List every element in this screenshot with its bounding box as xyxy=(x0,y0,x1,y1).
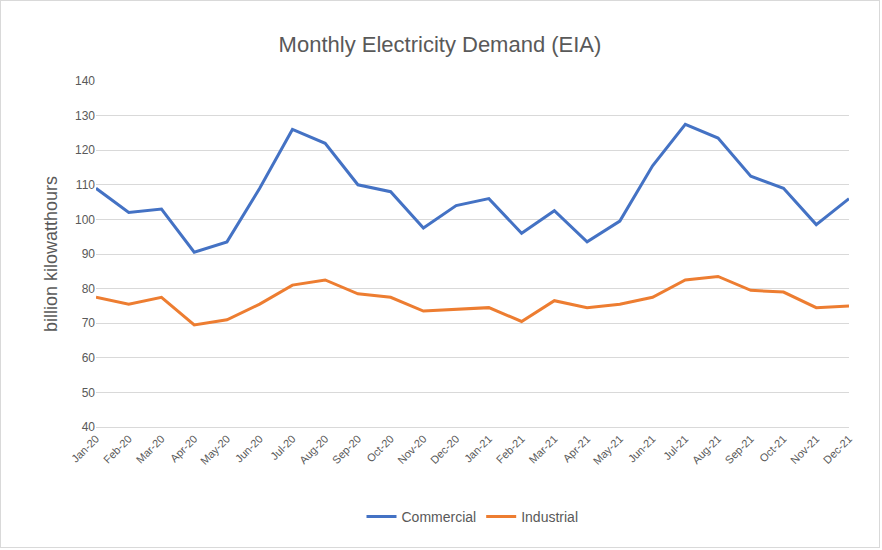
svg-text:Dec-20: Dec-20 xyxy=(428,433,462,467)
svg-text:Feb-21: Feb-21 xyxy=(494,433,527,466)
svg-text:Aug-20: Aug-20 xyxy=(297,433,331,467)
svg-text:Mar-21: Mar-21 xyxy=(527,433,560,466)
svg-text:Sep-20: Sep-20 xyxy=(330,433,364,467)
svg-text:Dec-21: Dec-21 xyxy=(821,433,855,467)
svg-text:Jul-21: Jul-21 xyxy=(661,433,691,463)
svg-text:140: 140 xyxy=(75,74,95,88)
svg-text:130: 130 xyxy=(75,109,95,123)
svg-text:90: 90 xyxy=(82,247,96,261)
svg-text:Monthly Electricity Demand (EI: Monthly Electricity Demand (EIA) xyxy=(279,32,602,57)
svg-text:Aug-21: Aug-21 xyxy=(690,433,724,467)
svg-text:Commercial: Commercial xyxy=(402,509,477,525)
svg-text:Jan-20: Jan-20 xyxy=(69,433,101,465)
svg-text:Nov-21: Nov-21 xyxy=(788,433,822,467)
svg-text:Mar-20: Mar-20 xyxy=(134,433,167,466)
svg-text:Oct-21: Oct-21 xyxy=(757,433,789,465)
svg-text:50: 50 xyxy=(82,386,96,400)
svg-text:Industrial: Industrial xyxy=(521,509,578,525)
svg-text:Jan-21: Jan-21 xyxy=(462,433,494,465)
svg-text:Sep-21: Sep-21 xyxy=(723,433,757,467)
svg-text:Feb-20: Feb-20 xyxy=(101,433,134,466)
svg-text:billion kilowatthours: billion kilowatthours xyxy=(41,176,61,332)
svg-text:Jun-20: Jun-20 xyxy=(233,433,265,465)
svg-text:Apr-21: Apr-21 xyxy=(561,433,593,465)
svg-text:100: 100 xyxy=(75,213,95,227)
svg-text:40: 40 xyxy=(82,420,96,434)
svg-text:May-20: May-20 xyxy=(198,433,232,467)
svg-text:Nov-20: Nov-20 xyxy=(395,433,429,467)
svg-text:80: 80 xyxy=(82,282,96,296)
svg-text:70: 70 xyxy=(82,316,96,330)
svg-text:110: 110 xyxy=(76,178,95,192)
svg-text:May-21: May-21 xyxy=(591,433,625,467)
svg-text:Apr-20: Apr-20 xyxy=(168,433,200,465)
svg-text:Jun-21: Jun-21 xyxy=(626,433,658,465)
svg-text:120: 120 xyxy=(75,143,95,157)
svg-text:Oct-20: Oct-20 xyxy=(364,433,396,465)
svg-text:Jul-20: Jul-20 xyxy=(268,433,298,463)
svg-text:60: 60 xyxy=(82,351,96,365)
